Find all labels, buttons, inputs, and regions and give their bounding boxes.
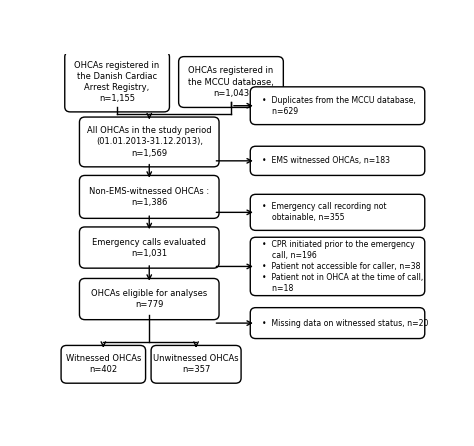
FancyBboxPatch shape xyxy=(80,227,219,268)
FancyBboxPatch shape xyxy=(250,146,425,175)
Text: •  Emergency call recording not
    obtainable, n=355: • Emergency call recording not obtainabl… xyxy=(263,202,387,223)
FancyBboxPatch shape xyxy=(250,308,425,339)
Text: •  CPR initiated prior to the emergency
    call, n=196
•  Patient not accessibl: • CPR initiated prior to the emergency c… xyxy=(263,240,424,293)
Text: OHCAs registered in
the Danish Cardiac
Arrest Registry,
n=1,155: OHCAs registered in the Danish Cardiac A… xyxy=(74,61,160,103)
Text: All OHCAs in the study period
(01.01.2013-31.12.2013),
n=1,569: All OHCAs in the study period (01.01.201… xyxy=(87,126,211,157)
FancyBboxPatch shape xyxy=(80,278,219,320)
FancyBboxPatch shape xyxy=(250,87,425,124)
FancyBboxPatch shape xyxy=(151,345,241,383)
FancyBboxPatch shape xyxy=(61,345,146,383)
FancyBboxPatch shape xyxy=(250,237,425,296)
Text: OHCAs registered in
the MCCU database,
n=1,043: OHCAs registered in the MCCU database, n… xyxy=(188,66,274,98)
FancyBboxPatch shape xyxy=(250,194,425,231)
Text: •  Missing data on witnessed status, n=20: • Missing data on witnessed status, n=20 xyxy=(263,318,429,328)
FancyBboxPatch shape xyxy=(80,175,219,219)
Text: Unwitnessed OHCAs
n=357: Unwitnessed OHCAs n=357 xyxy=(153,354,239,374)
Text: Emergency calls evaluated
n=1,031: Emergency calls evaluated n=1,031 xyxy=(92,238,206,258)
Text: OHCAs eligible for analyses
n=779: OHCAs eligible for analyses n=779 xyxy=(91,289,208,309)
Text: Witnessed OHCAs
n=402: Witnessed OHCAs n=402 xyxy=(65,354,141,374)
Text: Non-EMS-witnessed OHCAs :
n=1,386: Non-EMS-witnessed OHCAs : n=1,386 xyxy=(89,187,210,207)
FancyBboxPatch shape xyxy=(65,52,170,112)
FancyBboxPatch shape xyxy=(179,57,283,107)
Text: •  EMS witnessed OHCAs, n=183: • EMS witnessed OHCAs, n=183 xyxy=(263,157,391,165)
FancyBboxPatch shape xyxy=(80,117,219,167)
Text: •  Duplicates from the MCCU database,
    n=629: • Duplicates from the MCCU database, n=6… xyxy=(263,96,416,116)
